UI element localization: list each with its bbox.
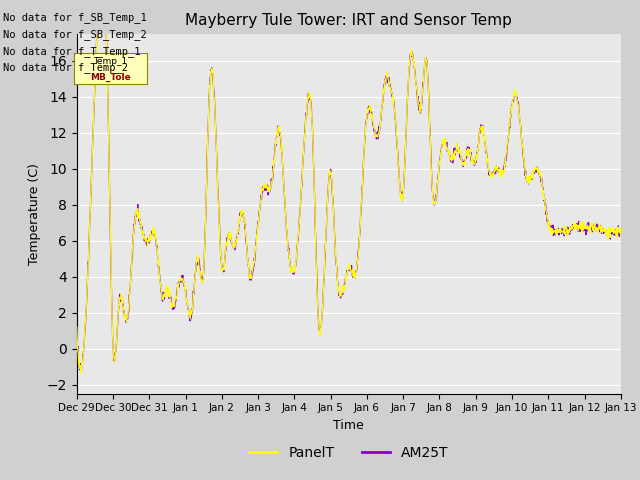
Line: AM25T: AM25T <box>77 0 621 370</box>
AM25T <box>73 329 81 335</box>
AM25T <box>617 230 625 236</box>
PanelT <box>305 96 312 101</box>
AM25T <box>76 367 84 373</box>
Text: Temp_1: Temp_1 <box>93 57 127 66</box>
Text: No data for f_Temp_2: No data for f_Temp_2 <box>3 62 128 73</box>
PanelT <box>138 227 146 233</box>
Text: No data for f_T_Temp_1: No data for f_T_Temp_1 <box>3 46 141 57</box>
Y-axis label: Temperature (C): Temperature (C) <box>28 163 41 264</box>
Legend: PanelT, AM25T: PanelT, AM25T <box>244 441 454 466</box>
Text: No data for f_SB_Temp_1: No data for f_SB_Temp_1 <box>3 12 147 23</box>
Text: No data for f_SB_Temp_2: No data for f_SB_Temp_2 <box>3 29 147 40</box>
PanelT <box>316 328 323 334</box>
PanelT <box>326 170 333 176</box>
Text: MB_Tole: MB_Tole <box>90 72 131 82</box>
X-axis label: Time: Time <box>333 419 364 432</box>
AM25T <box>326 172 333 178</box>
Line: PanelT: PanelT <box>77 0 621 373</box>
PanelT <box>73 324 81 330</box>
PanelT <box>116 294 124 300</box>
AM25T <box>383 76 391 82</box>
PanelT <box>617 232 625 238</box>
Title: Mayberry Tule Tower: IRT and Sensor Temp: Mayberry Tule Tower: IRT and Sensor Temp <box>186 13 512 28</box>
PanelT <box>383 70 391 75</box>
AM25T <box>316 328 323 334</box>
AM25T <box>138 224 146 229</box>
AM25T <box>116 291 124 297</box>
AM25T <box>305 91 312 96</box>
PanelT <box>77 371 84 376</box>
